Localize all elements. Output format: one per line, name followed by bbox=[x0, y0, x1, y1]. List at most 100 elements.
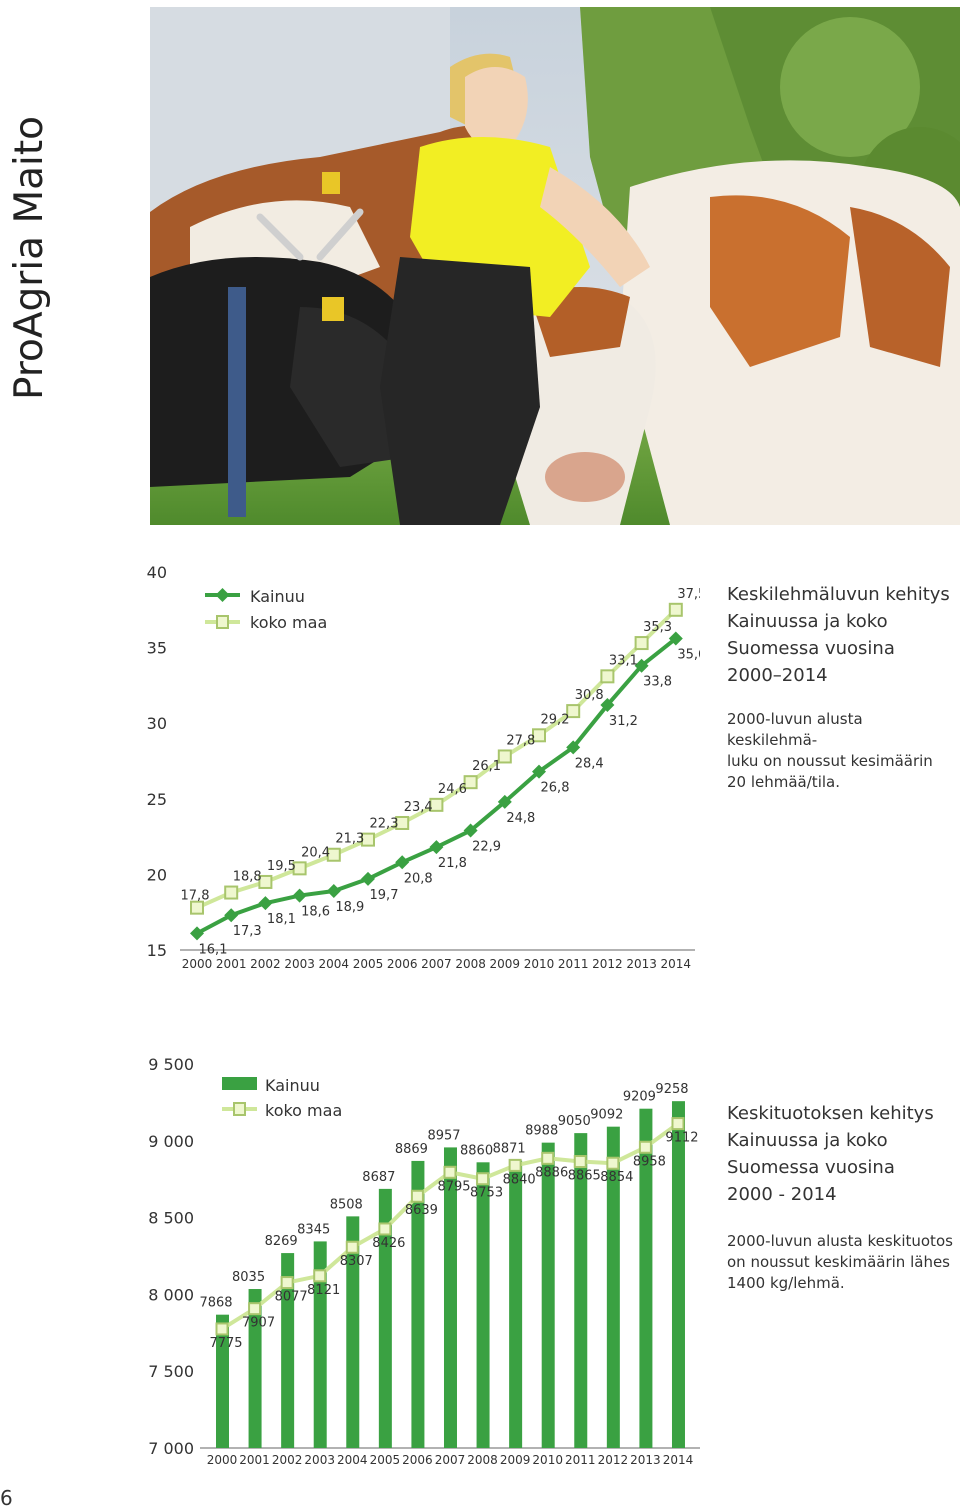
koko-maa-point bbox=[410, 1189, 424, 1203]
x-tick-label: 2001 bbox=[239, 1453, 270, 1467]
koko-maa-point bbox=[280, 1276, 294, 1290]
chart1-description: Keskilehmäluvun kehitys Kainuussa ja kok… bbox=[727, 581, 957, 793]
y-tick-label: 7 000 bbox=[148, 1439, 194, 1458]
koko-maa-point bbox=[395, 815, 410, 830]
legend-marker-kainuu bbox=[215, 588, 230, 602]
kainuu-value-label: 33,8 bbox=[643, 675, 672, 690]
kainuu-value-label: 22,9 bbox=[472, 840, 501, 855]
chart2-title: Keskituotoksen kehitys Kainuussa ja koko… bbox=[727, 1103, 934, 1205]
kainuu-value-label: 8035 bbox=[232, 1270, 265, 1285]
koko-maa-value-label: 9112 bbox=[665, 1131, 698, 1146]
chart2-description: Keskituotoksen kehitys Kainuussa ja koko… bbox=[727, 1100, 957, 1294]
kainuu-bar bbox=[216, 1314, 229, 1448]
koko-maa-value-label: 8121 bbox=[307, 1283, 340, 1298]
woman-with-cows-photo bbox=[150, 7, 960, 525]
kainuu-bar bbox=[281, 1253, 295, 1448]
kainuu-value-label: 7868 bbox=[199, 1296, 232, 1311]
koko-maa-value-label: 17,8 bbox=[181, 889, 210, 904]
kainuu-value-label: 9258 bbox=[655, 1082, 688, 1097]
x-tick-label: 2005 bbox=[370, 1453, 401, 1467]
koko-maa-value-label: 37,5 bbox=[677, 587, 700, 602]
koko-maa-point bbox=[671, 1117, 685, 1131]
kainuu-value-label: 18,1 bbox=[267, 912, 296, 927]
kainuu-value-label: 9209 bbox=[623, 1090, 656, 1105]
kainuu-point bbox=[634, 658, 649, 673]
kainuu-value-label: 8269 bbox=[265, 1234, 298, 1249]
kainuu-bar bbox=[606, 1126, 620, 1448]
koko-maa-value-label: 8840 bbox=[503, 1172, 536, 1187]
kainuu-value-label: 18,9 bbox=[335, 900, 364, 915]
koko-maa-value-label: 22,3 bbox=[370, 817, 399, 832]
x-tick-label: 2014 bbox=[663, 1453, 694, 1467]
koko-maa-point bbox=[443, 1165, 457, 1179]
y-tick-label: 35 bbox=[147, 639, 167, 658]
kainuu-point bbox=[532, 764, 546, 779]
bar-series bbox=[216, 1101, 685, 1448]
chart-series bbox=[190, 602, 683, 941]
kainuu-bar bbox=[476, 1162, 490, 1448]
chart1-title: Keskilehmäluvun kehitys Kainuussa ja kok… bbox=[727, 584, 950, 686]
x-tick-label: 2006 bbox=[402, 1453, 433, 1467]
y-tick-label: 15 bbox=[147, 941, 167, 960]
line-series bbox=[215, 1117, 685, 1336]
kainuu-bar bbox=[639, 1108, 653, 1448]
legend-label-kainuu: Kainuu bbox=[250, 587, 305, 606]
x-tick-label: 2003 bbox=[284, 957, 315, 971]
koko-maa-value-label: 8307 bbox=[340, 1254, 373, 1269]
kainuu-point bbox=[395, 855, 410, 870]
chart-legend: Kainuu koko maa bbox=[222, 1076, 342, 1120]
brand-title: ProAgria Maito bbox=[7, 116, 52, 400]
chart2-note: 2000-luvun alusta keskituotos on noussut… bbox=[727, 1232, 953, 1292]
koko-maa-value-label: 8958 bbox=[633, 1154, 666, 1169]
koko-maa-value-label: 8426 bbox=[372, 1236, 405, 1251]
koko-maa-value-label: 24,6 bbox=[438, 782, 467, 797]
kainuu-value-label: 24,8 bbox=[506, 811, 535, 826]
kainuu-bar bbox=[378, 1188, 392, 1448]
koko-maa-value-label: 8077 bbox=[275, 1290, 308, 1305]
kainuu-value-label: 8345 bbox=[297, 1222, 330, 1237]
koko-maa-value-label: 23,4 bbox=[404, 800, 433, 815]
x-tick-label: 2013 bbox=[626, 957, 657, 971]
x-tick-label: 2003 bbox=[304, 1453, 335, 1467]
kainuu-bar bbox=[346, 1216, 360, 1448]
koko-maa-point bbox=[313, 1269, 327, 1283]
koko-maa-value-label: 30,8 bbox=[575, 688, 604, 703]
koko-maa-point bbox=[248, 1302, 262, 1316]
koko-maa-point bbox=[634, 636, 649, 651]
kainuu-value-label: 20,8 bbox=[404, 871, 433, 886]
kainuu-value-label: 16,1 bbox=[199, 942, 228, 957]
chart1-note: 2000-luvun alusta keskilehmä- luku on no… bbox=[727, 710, 933, 791]
koko-maa-point bbox=[215, 1322, 229, 1336]
kainuu-value-label: 9050 bbox=[558, 1114, 591, 1129]
koko-maa-point bbox=[508, 1158, 522, 1172]
y-tick-label: 8 500 bbox=[148, 1209, 194, 1228]
koko-maa-point bbox=[258, 874, 273, 889]
koko-maa-point bbox=[378, 1222, 392, 1236]
kainuu-value-label: 8871 bbox=[493, 1142, 526, 1157]
kainuu-value-label: 8957 bbox=[427, 1128, 460, 1143]
y-tick-label: 40 bbox=[147, 563, 167, 582]
y-tick-label: 20 bbox=[147, 865, 167, 884]
x-tick-label: 2007 bbox=[435, 1453, 466, 1467]
koko-maa-value-label: 8753 bbox=[470, 1186, 503, 1201]
x-tick-label: 2001 bbox=[216, 957, 247, 971]
koko-maa-point bbox=[326, 847, 341, 862]
x-tick-label: 2009 bbox=[490, 957, 521, 971]
kainuu-value-label: 8860 bbox=[460, 1143, 493, 1158]
koko-maa-point bbox=[668, 602, 683, 617]
y-tick-label: 25 bbox=[147, 790, 167, 809]
x-tick-label: 2010 bbox=[524, 957, 555, 971]
kainuu-point bbox=[463, 823, 478, 838]
kainuu-bar bbox=[443, 1147, 457, 1448]
kainuu-point bbox=[429, 840, 444, 855]
koko-maa-point bbox=[573, 1155, 587, 1169]
x-tick-label: 2014 bbox=[661, 957, 692, 971]
x-tick-label: 2002 bbox=[250, 957, 281, 971]
x-tick-label: 2005 bbox=[353, 957, 384, 971]
koko-maa-point bbox=[476, 1172, 490, 1186]
koko-maa-point bbox=[224, 885, 239, 900]
kainuu-bar bbox=[541, 1142, 555, 1448]
koko-maa-value-label: 26,1 bbox=[472, 759, 501, 774]
kainuu-bar bbox=[411, 1160, 425, 1448]
